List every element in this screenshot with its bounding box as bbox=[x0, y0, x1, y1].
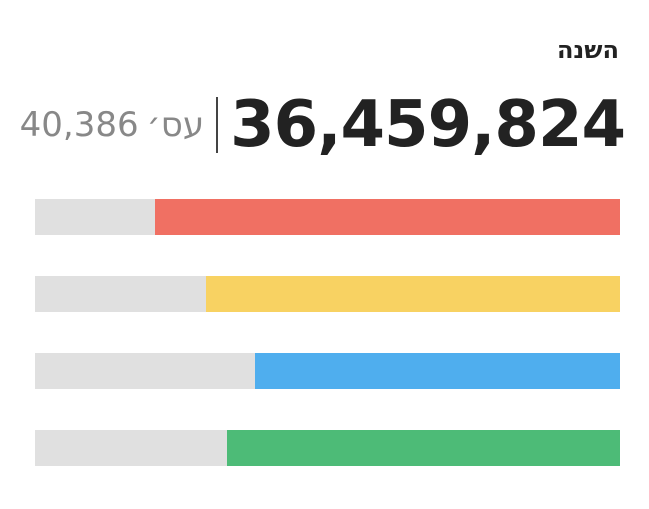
total-value: 36,459,824 bbox=[230, 88, 626, 162]
progress-bar-3-fill bbox=[254, 353, 620, 389]
progress-bar-2-fill bbox=[205, 276, 620, 312]
secondary-stat: 40,386 עס׳ bbox=[20, 108, 204, 142]
progress-bar-3 bbox=[35, 353, 620, 389]
progress-bars bbox=[35, 199, 620, 507]
progress-bar-2 bbox=[35, 276, 620, 312]
divider bbox=[216, 97, 219, 153]
progress-bar-4-fill bbox=[226, 430, 620, 466]
stats-row: 36,459,824 40,386 עס׳ bbox=[20, 88, 626, 162]
progress-bar-4 bbox=[35, 430, 620, 466]
secondary-unit: עס׳ bbox=[146, 105, 205, 145]
secondary-value: 40,386 bbox=[19, 105, 139, 145]
page-title: השנה bbox=[556, 36, 619, 64]
progress-bar-1-fill bbox=[154, 199, 620, 235]
progress-bar-1 bbox=[35, 199, 620, 235]
